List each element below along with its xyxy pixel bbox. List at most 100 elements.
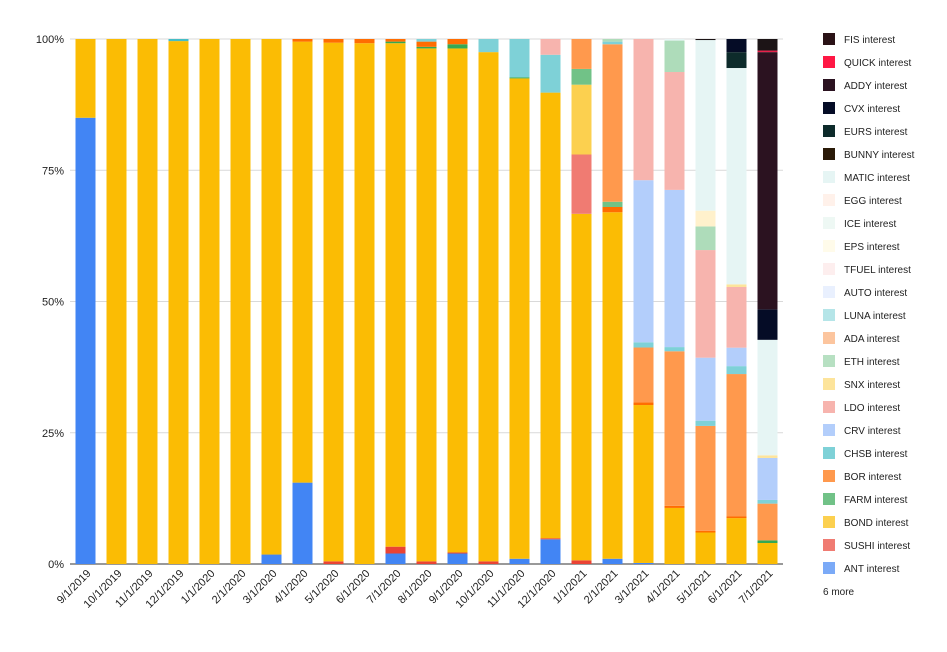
bar-segment-egg-interest[interactable]	[695, 210, 716, 227]
bar-segment-bond-interest[interactable]	[106, 39, 127, 564]
legend-item[interactable]: ADA interest	[823, 332, 900, 345]
bar-segment-matic-interest[interactable]	[726, 68, 747, 285]
bar-segment-ant-interest[interactable]	[292, 482, 313, 564]
bar-segment-luna-interest[interactable]	[416, 39, 437, 42]
bar-segment-bor-interest[interactable]	[695, 530, 716, 533]
bar-segment-sushi-interest[interactable]	[385, 546, 406, 554]
bar-segment-bond-interest[interactable]	[602, 212, 623, 559]
bar-segment-ice-interest[interactable]	[664, 40, 685, 73]
bar-segment-ada-interest[interactable]	[633, 347, 654, 403]
bar-segment-tfuel-interest[interactable]	[695, 250, 716, 358]
bar-segment-bor-interest[interactable]	[292, 39, 313, 42]
legend-item[interactable]: SUSHI interest	[823, 539, 910, 552]
bar-segment-ant-interest[interactable]	[385, 553, 406, 565]
bar-segment-eurs-interest[interactable]	[726, 52, 747, 69]
bar-segment-farm-interest[interactable]	[385, 41, 406, 44]
bar-segment-matic-interest[interactable]	[757, 339, 778, 456]
bar-segment-farm-interest[interactable]	[416, 46, 437, 49]
bar-segment-ant-interest[interactable]	[633, 562, 654, 564]
bar-segment-eps-interest[interactable]	[757, 455, 778, 458]
bar-segment-auto-interest[interactable]	[664, 189, 685, 348]
bar-segment-bor-interest[interactable]	[385, 39, 406, 42]
bar-segment-bond-interest[interactable]	[75, 39, 96, 118]
bar-segment-farm-interest[interactable]	[447, 44, 468, 49]
bar-segment-bond-interest[interactable]	[757, 543, 778, 564]
bar-segment-snx-interest[interactable]	[571, 84, 592, 155]
bar-segment-ada-interest[interactable]	[571, 39, 592, 69]
bar-segment-addy-interest[interactable]	[757, 52, 778, 310]
bar-segment-ldo-interest[interactable]	[571, 154, 592, 214]
bar-segment-bond-interest[interactable]	[168, 41, 189, 565]
bar-segment-ice-interest[interactable]	[602, 39, 623, 42]
bar-segment-ice-interest[interactable]	[695, 226, 716, 251]
bar-segment-bond-interest[interactable]	[447, 48, 468, 553]
bar-segment-bor-interest[interactable]	[602, 207, 623, 213]
bar-segment-tfuel-interest[interactable]	[664, 72, 685, 190]
bar-segment-matic-interest[interactable]	[664, 39, 685, 41]
bar-segment-auto-interest[interactable]	[695, 357, 716, 421]
bar-segment-bond-interest[interactable]	[230, 39, 251, 564]
legend-item[interactable]: AUTO interest	[823, 286, 907, 299]
bar-segment-bond-interest[interactable]	[137, 39, 158, 564]
legend-item[interactable]: FIS interest	[823, 33, 895, 46]
legend-item[interactable]: CRV interest	[823, 424, 901, 437]
bar-segment-bor-interest[interactable]	[447, 39, 468, 45]
bar-segment-bond-interest[interactable]	[323, 42, 344, 562]
bar-segment-bor-interest[interactable]	[323, 39, 344, 43]
bar-segment-ant-interest[interactable]	[261, 554, 282, 564]
bar-segment-ant-interest[interactable]	[509, 558, 530, 564]
bar-segment-bond-interest[interactable]	[633, 405, 654, 563]
bar-segment-tfuel-interest[interactable]	[540, 39, 561, 55]
bar-segment-luna-interest[interactable]	[695, 420, 716, 426]
bar-segment-bond-interest[interactable]	[199, 39, 220, 564]
bar-segment-eps-interest[interactable]	[726, 284, 747, 287]
bar-segment-sushi-interest[interactable]	[447, 552, 468, 554]
legend-item[interactable]: FARM interest	[823, 493, 908, 506]
legend-item[interactable]: TFUEL interest	[823, 263, 911, 276]
bar-segment-fis-interest[interactable]	[695, 39, 716, 41]
bar-segment-tfuel-interest[interactable]	[726, 286, 747, 348]
bar-segment-sushi-interest[interactable]	[323, 561, 344, 564]
bar-segment-bond-interest[interactable]	[695, 532, 716, 565]
bar-segment-bond-interest[interactable]	[540, 92, 561, 539]
legend[interactable]: FIS interest QUICK interest ADDY interest C…	[823, 33, 915, 598]
legend-item[interactable]: CVX interest	[823, 102, 900, 115]
bar-segment-quick-interest[interactable]	[757, 50, 778, 53]
legend-item[interactable]: ANT interest	[823, 562, 900, 575]
legend-item[interactable]: LDO interest	[823, 401, 900, 414]
bar-segment-bor-interest[interactable]	[664, 505, 685, 508]
bar-segment-bond-interest[interactable]	[478, 52, 499, 562]
bar-segment-chsb-interest[interactable]	[168, 39, 189, 42]
bar-segment-auto-interest[interactable]	[726, 347, 747, 367]
bar-segment-farm-interest[interactable]	[757, 540, 778, 543]
bar-segment-ant-interest[interactable]	[602, 558, 623, 564]
legend-item[interactable]: ADDY interest	[823, 79, 907, 92]
bar-segment-bond-interest[interactable]	[385, 43, 406, 547]
bar-segment-bond-interest[interactable]	[292, 41, 313, 483]
bar-segment-auto-interest[interactable]	[757, 457, 778, 500]
bar-segment-bond-interest[interactable]	[261, 39, 282, 555]
bar-segment-luna-interest[interactable]	[757, 499, 778, 504]
legend-item[interactable]: QUICK interest	[823, 56, 911, 69]
bar-segment-sushi-interest[interactable]	[416, 561, 437, 564]
bar-segment-luna-interest[interactable]	[726, 366, 747, 375]
bar-segment-bond-interest[interactable]	[416, 48, 437, 562]
bar-segment-luna-interest[interactable]	[478, 39, 499, 53]
legend-item[interactable]: ICE interest	[823, 217, 896, 230]
bar-segment-ada-interest[interactable]	[757, 503, 778, 541]
legend-item[interactable]: SNX interest	[823, 378, 900, 391]
bar-segment-bond-interest[interactable]	[571, 213, 592, 561]
legend-item[interactable]: MATIC interest	[823, 171, 910, 184]
bar-segment-luna-interest[interactable]	[509, 39, 530, 78]
bar-segment-luna-interest[interactable]	[602, 41, 623, 45]
bar-segment-matic-interest[interactable]	[695, 40, 716, 211]
bar-segment-fis-interest[interactable]	[757, 39, 778, 51]
bar-segment-cvx-interest[interactable]	[726, 39, 747, 53]
legend-more-link[interactable]: 6 more	[823, 587, 855, 598]
bar-segment-eth-interest[interactable]	[571, 68, 592, 85]
legend-item[interactable]: LUNA interest	[823, 309, 906, 322]
bar-segment-bor-interest[interactable]	[633, 402, 654, 406]
bar-segment-sushi-interest[interactable]	[478, 561, 499, 564]
bar-segment-bond-interest[interactable]	[664, 507, 685, 564]
bar-segment-ada-interest[interactable]	[695, 425, 716, 531]
